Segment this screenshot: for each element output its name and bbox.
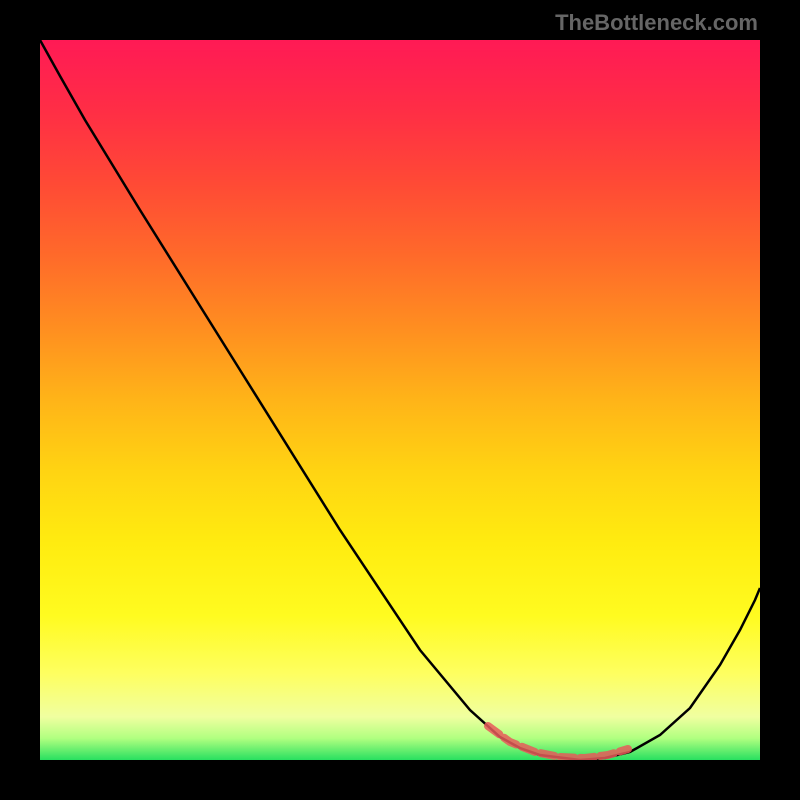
watermark-text: TheBottleneck.com: [555, 10, 758, 36]
chart-svg: [40, 40, 760, 760]
gradient-background: [40, 40, 760, 760]
chart-container: TheBottleneck.com: [0, 0, 800, 800]
plot-area: [40, 40, 760, 760]
